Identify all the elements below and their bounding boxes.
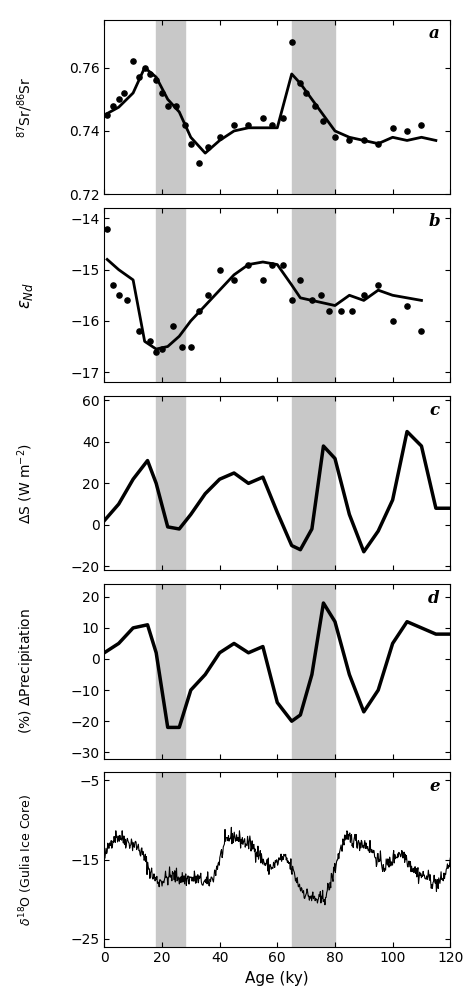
Point: [152, 73, 160, 89]
Point: [230, 272, 238, 288]
Point: [152, 343, 160, 359]
Point: [141, 59, 148, 76]
Point: [311, 98, 319, 114]
Point: [360, 287, 367, 303]
Y-axis label: $^{87}$Sr/$^{86}$Sr: $^{87}$Sr/$^{86}$Sr: [16, 77, 35, 138]
Point: [331, 129, 339, 145]
Point: [124, 292, 131, 308]
Point: [259, 110, 267, 126]
Point: [317, 287, 324, 303]
Point: [259, 272, 267, 288]
Point: [360, 132, 367, 148]
Point: [403, 297, 411, 313]
Point: [103, 107, 111, 123]
Point: [374, 136, 382, 152]
Point: [297, 272, 304, 288]
Text: d: d: [428, 589, 440, 606]
Point: [389, 120, 396, 136]
Bar: [292, 772, 335, 947]
Point: [158, 85, 166, 101]
Point: [109, 277, 117, 293]
Point: [146, 333, 154, 349]
Text: c: c: [430, 402, 440, 419]
Point: [302, 85, 310, 101]
Point: [245, 117, 252, 133]
Point: [216, 129, 223, 145]
Point: [308, 292, 316, 308]
Point: [346, 132, 353, 148]
Bar: [156, 20, 185, 194]
Text: b: b: [428, 213, 440, 231]
Point: [187, 136, 194, 152]
Point: [115, 287, 122, 303]
Point: [403, 123, 411, 139]
Point: [146, 65, 154, 82]
Point: [135, 69, 143, 86]
Point: [216, 262, 223, 278]
Y-axis label: $\varepsilon_{Nd}$: $\varepsilon_{Nd}$: [17, 282, 35, 309]
Y-axis label: $\Delta$S (W m$^{-2}$): $\Delta$S (W m$^{-2}$): [16, 443, 35, 524]
Bar: [156, 584, 185, 758]
Point: [135, 323, 143, 339]
Point: [196, 302, 203, 318]
Point: [279, 257, 287, 273]
Point: [337, 302, 345, 318]
X-axis label: Age (ky): Age (ky): [246, 971, 309, 986]
Bar: [292, 397, 335, 570]
Point: [164, 98, 172, 114]
Point: [389, 313, 396, 329]
Text: e: e: [429, 777, 440, 795]
Y-axis label: $\delta^{18}$O (Gulia Ice Core): $\delta^{18}$O (Gulia Ice Core): [18, 794, 35, 925]
Point: [204, 139, 212, 155]
Point: [178, 338, 186, 354]
Point: [115, 92, 122, 108]
Point: [297, 76, 304, 92]
Bar: [156, 397, 185, 570]
Bar: [292, 584, 335, 758]
Point: [158, 341, 166, 357]
Point: [268, 257, 275, 273]
Point: [319, 114, 327, 130]
Point: [418, 117, 425, 133]
Point: [109, 98, 117, 114]
Point: [230, 117, 238, 133]
Y-axis label: ($\%$) $\Delta$Precipitation: ($\%$) $\Delta$Precipitation: [17, 608, 35, 734]
Point: [181, 117, 189, 133]
Point: [245, 257, 252, 273]
Point: [325, 302, 333, 318]
Point: [418, 323, 425, 339]
Point: [196, 154, 203, 170]
Point: [268, 117, 275, 133]
Bar: [156, 772, 185, 947]
Point: [103, 221, 111, 237]
Text: a: a: [429, 25, 440, 42]
Point: [348, 302, 356, 318]
Point: [204, 287, 212, 303]
Point: [170, 318, 177, 334]
Bar: [156, 208, 185, 383]
Bar: [292, 20, 335, 194]
Point: [187, 338, 194, 354]
Point: [374, 277, 382, 293]
Point: [288, 292, 295, 308]
Point: [288, 34, 295, 50]
Point: [129, 53, 137, 69]
Point: [279, 110, 287, 126]
Point: [173, 98, 180, 114]
Point: [121, 85, 128, 101]
Bar: [292, 208, 335, 383]
